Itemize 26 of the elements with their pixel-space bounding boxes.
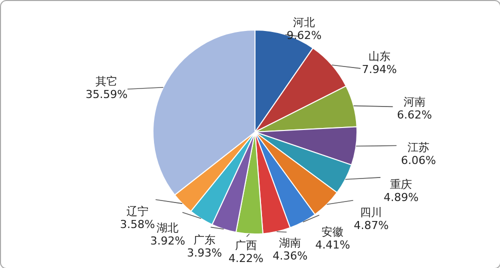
slice-label: 江苏 [407,140,430,154]
slice-label: 安徽 [322,226,344,239]
data-label: 7.94% [362,63,397,76]
slice-label: 辽宁 [126,204,148,218]
slice-label: 山东 [368,50,390,64]
slice-label: 河南 [403,96,426,109]
data-label: 9.62% [286,29,322,42]
slice-label: 四川 [360,206,382,219]
data-label: 3.92% [150,234,186,248]
data-label: 6.62% [396,108,432,122]
data-label: 4.36% [272,249,308,262]
data-label: 3.93% [187,246,222,260]
slice-label: 广东 [194,234,216,247]
data-label: 4.41% [315,238,350,252]
slice-label: 河北 [293,16,316,30]
slice-label: 湖南 [279,236,302,250]
data-label: 35.59% [86,88,128,102]
slice-label: 湖北 [156,222,179,235]
slice-label: 重庆 [390,178,412,191]
slice-label: 其它 [96,75,118,88]
data-label: 3.58% [120,218,155,231]
data-label: 4.22% [228,252,264,265]
data-label: 4.87% [354,218,389,232]
slice-label: 广西 [234,238,257,252]
data-label: 4.89% [384,190,419,204]
data-label: 6.06% [400,154,436,167]
